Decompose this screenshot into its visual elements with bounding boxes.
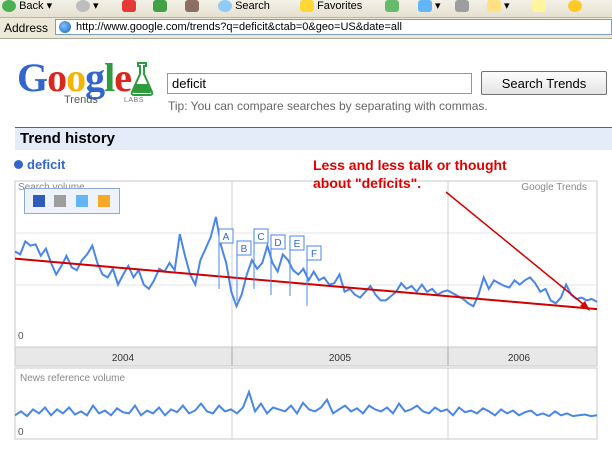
save-icon[interactable]	[33, 195, 45, 207]
event-marker-label: A	[223, 232, 230, 243]
event-marker-e	[289, 235, 305, 251]
home-icon	[185, 0, 199, 12]
annotation-line-2: about "deficits".	[313, 175, 422, 191]
annotation-line-1: Less and less talk or thought	[313, 157, 507, 173]
year-label: 2005	[329, 353, 352, 364]
news-volume-line	[14, 388, 598, 418]
news-panel-frame	[14, 367, 598, 440]
search-trends-button[interactable]: Search Trends	[481, 71, 607, 95]
event-marker-label: D	[274, 238, 281, 249]
star-icon	[300, 0, 314, 12]
event-marker-label: F	[311, 249, 317, 260]
search-button[interactable]: Search	[218, 0, 270, 14]
year-label: 2006	[508, 353, 531, 364]
search-input[interactable]	[167, 73, 472, 94]
annotation-text: Less and less talk or thought about "def…	[313, 156, 507, 192]
discuss-button[interactable]	[532, 0, 546, 14]
address-bar: Address http://www.google.com/trends?q=d…	[0, 18, 612, 39]
news-volume-panel: News reference volume 0	[14, 367, 598, 440]
annotation-arrow	[445, 191, 590, 311]
address-url: http://www.google.com/trends?q=deficit&c…	[76, 21, 402, 33]
event-marker-d	[270, 234, 286, 250]
refresh-button[interactable]	[153, 0, 167, 14]
ie-page-icon	[59, 21, 71, 33]
trend-history-header: Trend history	[15, 127, 612, 150]
browser-toolbar: Back ▾ ▾ Search Favorites ▾ ▾	[0, 0, 612, 18]
refresh-icon	[153, 0, 167, 12]
stop-button[interactable]	[122, 0, 136, 14]
flask-icon	[130, 62, 154, 96]
section-title: Trend history	[20, 130, 116, 147]
legend-dot-icon	[14, 160, 23, 169]
history-button[interactable]	[385, 0, 399, 14]
mail-button[interactable]: ▾	[418, 0, 441, 14]
event-marker-c	[253, 228, 269, 244]
edit-button[interactable]: ▾	[487, 0, 510, 14]
watermark-label: Google Trends	[521, 182, 587, 193]
event-marker-f	[306, 245, 322, 261]
event-marker-b	[236, 240, 252, 256]
printer-icon	[455, 0, 469, 12]
annotation-arrow-line	[445, 191, 589, 309]
history-icon	[385, 0, 399, 12]
search-volume-line	[14, 216, 598, 309]
annotation-arrowhead	[580, 301, 590, 311]
year-axis: 2004 2005 2006	[14, 346, 598, 367]
magnifier-icon	[218, 0, 232, 12]
logo-labs-label: LABS	[124, 97, 144, 104]
note-icon	[532, 0, 546, 12]
messenger-button[interactable]	[568, 0, 582, 14]
forward-button[interactable]: ▾	[76, 0, 99, 14]
address-input[interactable]: http://www.google.com/trends?q=deficit&c…	[55, 19, 612, 35]
forward-arrow-icon	[76, 0, 90, 12]
search-zero-label: 0	[18, 331, 24, 342]
search-tip: Tip: You can compare searches by separat…	[168, 99, 488, 113]
event-marker-a	[218, 228, 234, 244]
news-zero-label: 0	[18, 427, 24, 438]
home-button[interactable]	[185, 0, 199, 14]
search-volume-label: Search volume	[18, 182, 85, 193]
mail-icon	[418, 0, 432, 12]
logo-wordmark: Google	[17, 55, 132, 100]
export-toolbar	[24, 188, 120, 214]
email-icon[interactable]	[76, 195, 88, 207]
legend-item[interactable]: deficit	[14, 157, 65, 172]
legend-term: deficit	[27, 157, 66, 172]
stop-icon	[122, 0, 136, 12]
back-button[interactable]: Back ▾	[2, 0, 52, 14]
logo-trends-label: Trends	[64, 94, 98, 106]
trendline	[14, 257, 598, 311]
favorites-button[interactable]: Favorites	[300, 0, 362, 14]
edit-icon	[487, 0, 501, 12]
year-axis-band	[14, 346, 598, 367]
google-trends-logo[interactable]: Google Trends LABS	[17, 58, 157, 108]
printer-icon[interactable]	[54, 195, 66, 207]
address-label: Address	[4, 21, 49, 35]
event-marker-label: B	[241, 244, 248, 255]
print-button[interactable]	[455, 0, 469, 14]
event-marker-label: E	[294, 239, 301, 250]
copy-icon[interactable]	[98, 195, 110, 207]
back-arrow-icon	[2, 0, 16, 12]
year-label: 2004	[112, 353, 135, 364]
event-marker-label: C	[257, 232, 264, 243]
smiley-icon	[568, 0, 582, 12]
news-volume-label: News reference volume	[20, 373, 125, 384]
